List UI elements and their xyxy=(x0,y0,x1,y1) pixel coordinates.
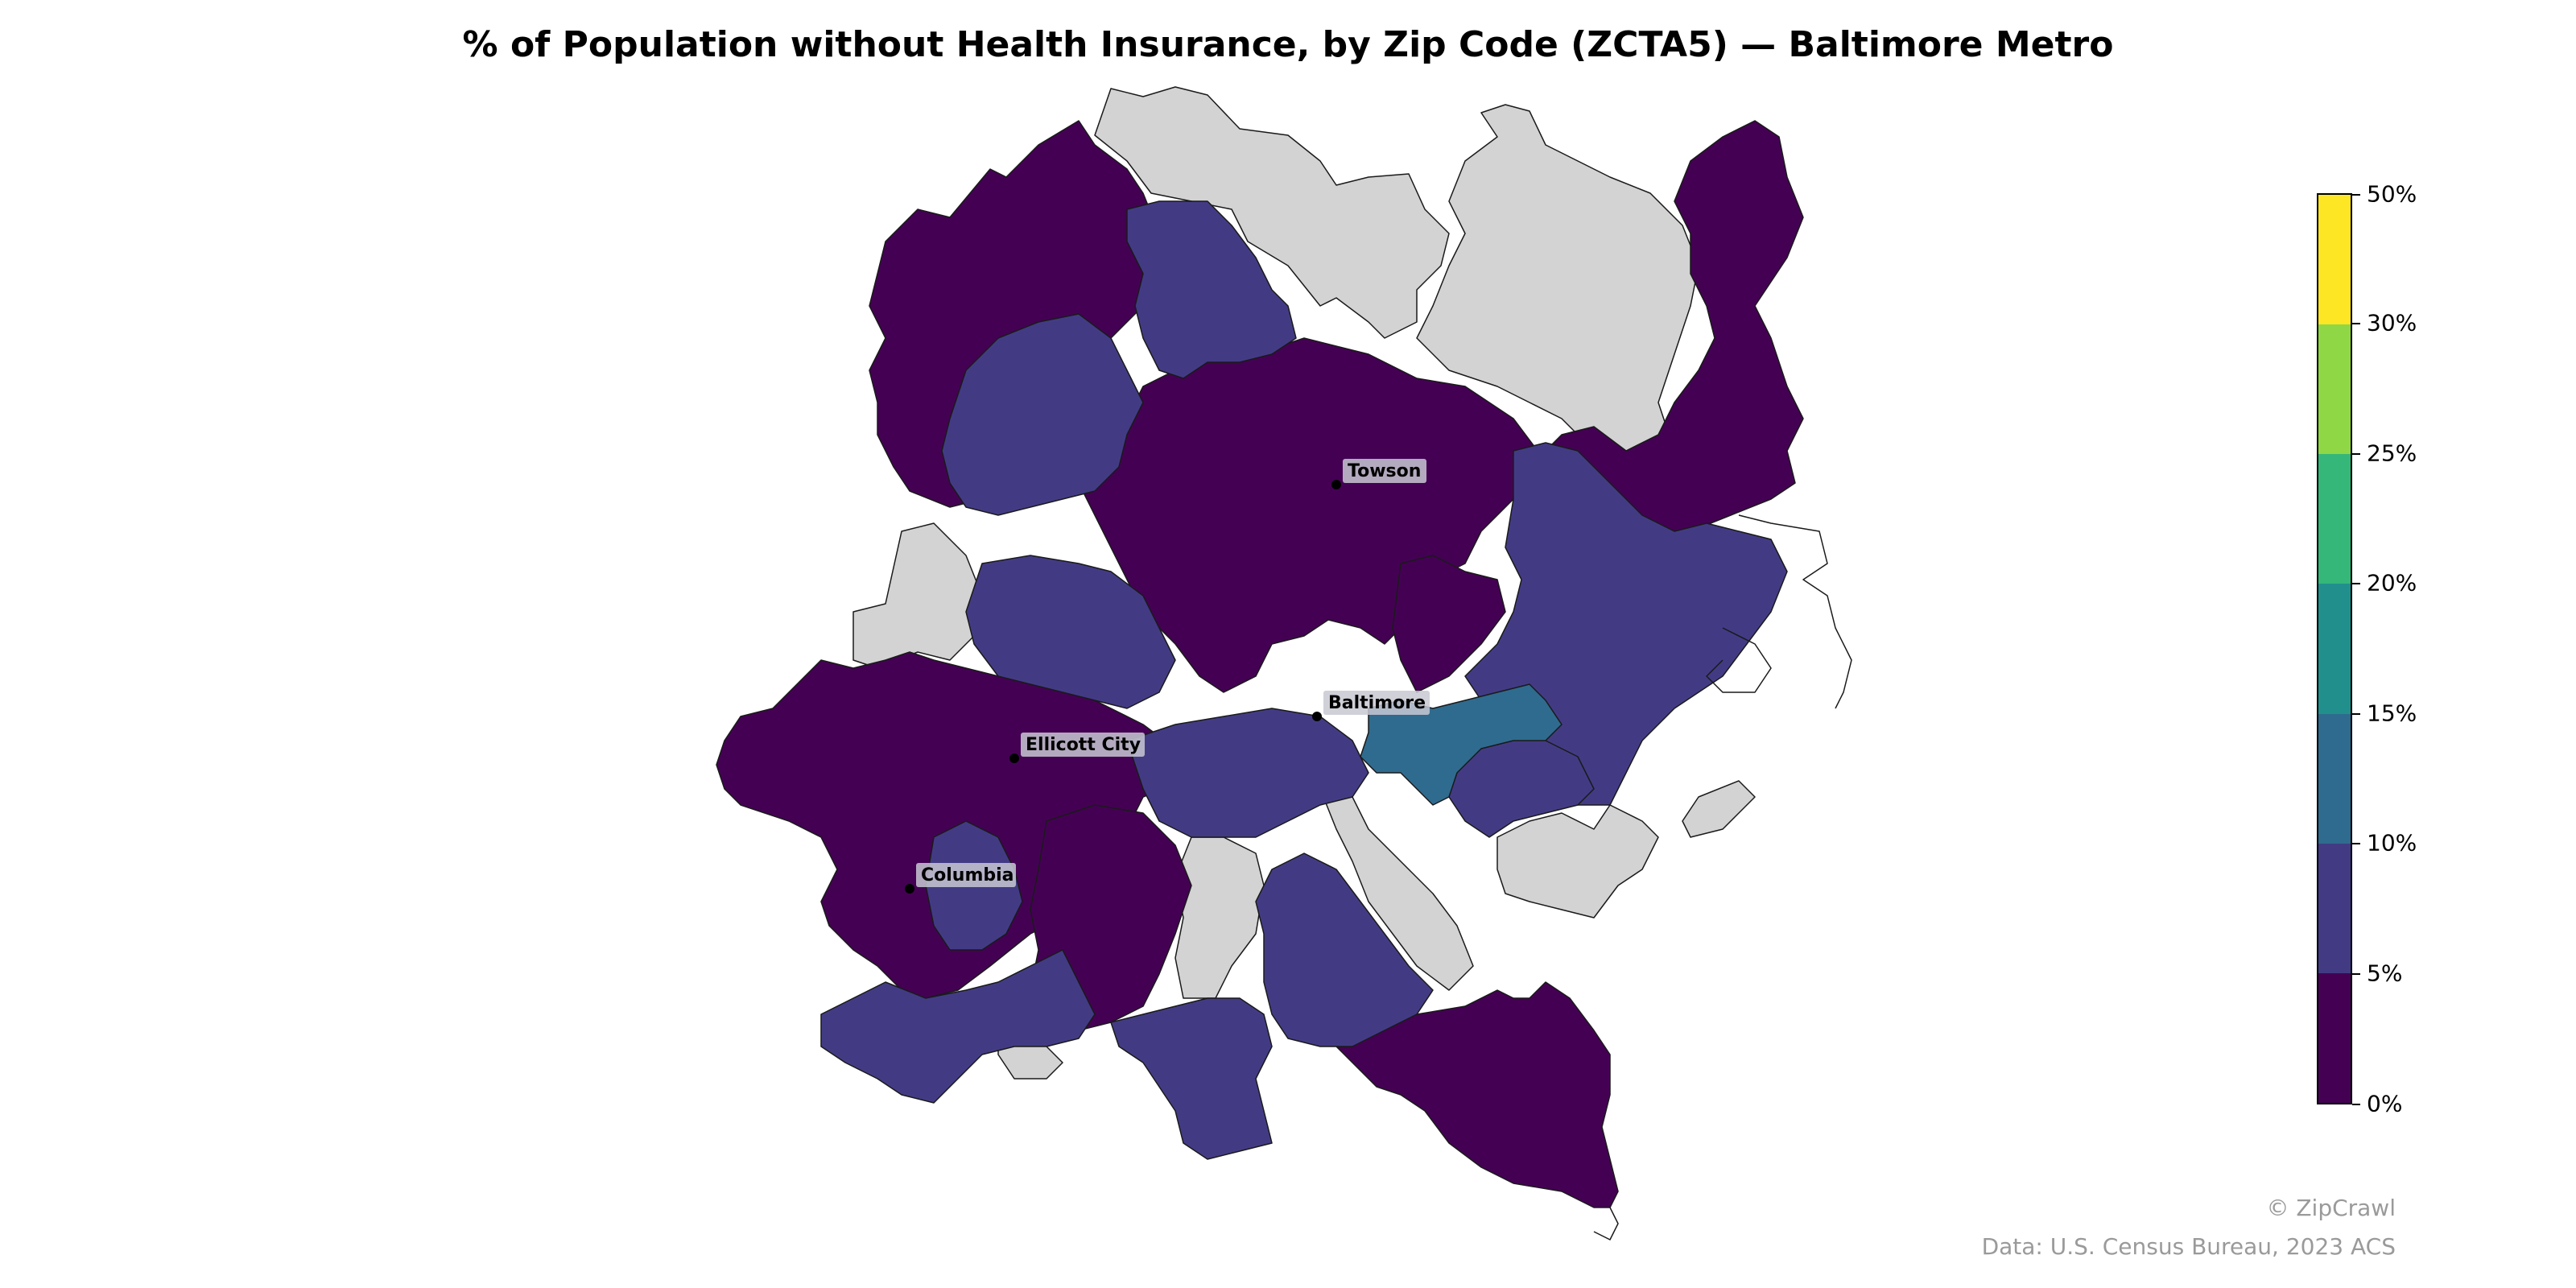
map-title: % of Population without Health Insurance… xyxy=(462,24,2114,65)
city-ellicott-city: Ellicott City xyxy=(1009,733,1145,763)
zip-region-5-10-southwest xyxy=(820,949,1096,1104)
zip-region-5-10-south-a xyxy=(1255,852,1434,1047)
colorbar-segment-0-5 xyxy=(2318,972,2351,1103)
colorbar-tick-label: 0% xyxy=(2367,1090,2403,1117)
city-marker xyxy=(905,884,914,894)
zip-region-0-5-central-north xyxy=(1078,337,1538,693)
city-label-box xyxy=(1021,733,1145,757)
colorbar-tick xyxy=(2352,713,2360,715)
colorbar-tick xyxy=(2352,1104,2360,1105)
zip-region-5-10-north-center xyxy=(1126,200,1297,379)
colorbar-tick-label: 15% xyxy=(2367,700,2417,727)
zip-region-nodata-northeast xyxy=(1416,104,1699,468)
zip-region-nodata-south-a xyxy=(1174,836,1265,999)
city-label: Ellicott City xyxy=(1026,735,1141,755)
zip-region-0-5-east-mid xyxy=(1392,555,1506,693)
data-source-text: Data: U.S. Census Bureau, 2023 ACS xyxy=(1981,1233,2396,1260)
colorbar-tick-label: 50% xyxy=(2367,180,2417,208)
city-label-box xyxy=(1343,459,1426,483)
city-towson: Towson xyxy=(1331,459,1426,489)
zip-region-5-10-west-center xyxy=(965,555,1176,709)
city-columbia: Columbia xyxy=(905,863,1016,894)
zip-region-5-10-northwest-inner xyxy=(941,313,1144,516)
colorbar-tick-label: 30% xyxy=(2367,309,2417,336)
city-marker xyxy=(1331,480,1341,489)
city-label: Towson xyxy=(1348,461,1421,481)
colorbar-tick xyxy=(2352,583,2360,584)
city-label-box xyxy=(916,863,1016,887)
colorbar-tick-label: 20% xyxy=(2367,569,2417,597)
colorbar-tick xyxy=(2352,194,2360,196)
shoreline-east-inlet xyxy=(1706,627,1772,693)
zip-region-nodata-east-peninsula xyxy=(1682,780,1756,838)
colorbar-segment-5-10 xyxy=(2318,843,2351,973)
colorbar-segment-20-25 xyxy=(2318,454,2351,584)
colorbar-tick-label: 25% xyxy=(2367,440,2417,467)
zip-region-nodata-west xyxy=(852,522,983,669)
colorbar-tick-label: 10% xyxy=(2367,829,2417,857)
city-label: Columbia xyxy=(921,865,1014,886)
city-marker xyxy=(1312,712,1322,721)
zip-region-nodata-south-b xyxy=(1319,788,1474,991)
zip-region-nodata-north xyxy=(1094,86,1450,339)
city-label-box xyxy=(1323,691,1430,715)
zip-region-nodata-southeast xyxy=(1496,804,1659,919)
colorbar-tick-label: 5% xyxy=(2367,960,2403,987)
zip-region-5-10-south-b xyxy=(1110,997,1273,1160)
shoreline-east xyxy=(1738,514,1852,709)
colorbar-tick xyxy=(2352,323,2360,324)
colorbar-tick xyxy=(2352,843,2360,844)
zip-region-5-10-south-center xyxy=(1126,708,1369,838)
colorbar-legend xyxy=(2317,193,2352,1104)
colorbar-segment-15-20 xyxy=(2318,584,2351,714)
colorbar-tick xyxy=(2352,453,2360,455)
city-label: Baltimore xyxy=(1328,693,1426,713)
shoreline-southeast xyxy=(1593,1207,1619,1241)
zip-region-0-5-southeast xyxy=(1335,981,1619,1208)
city-marker xyxy=(1009,753,1019,763)
credit-text: © ZipCrawl xyxy=(2266,1195,2396,1221)
colorbar-segment-30-50 xyxy=(2318,195,2351,325)
city-baltimore: Baltimore xyxy=(1312,691,1430,721)
colorbar-tick xyxy=(2352,973,2360,975)
colorbar-segment-10-15 xyxy=(2318,713,2351,844)
colorbar-segment-25-30 xyxy=(2318,324,2351,455)
